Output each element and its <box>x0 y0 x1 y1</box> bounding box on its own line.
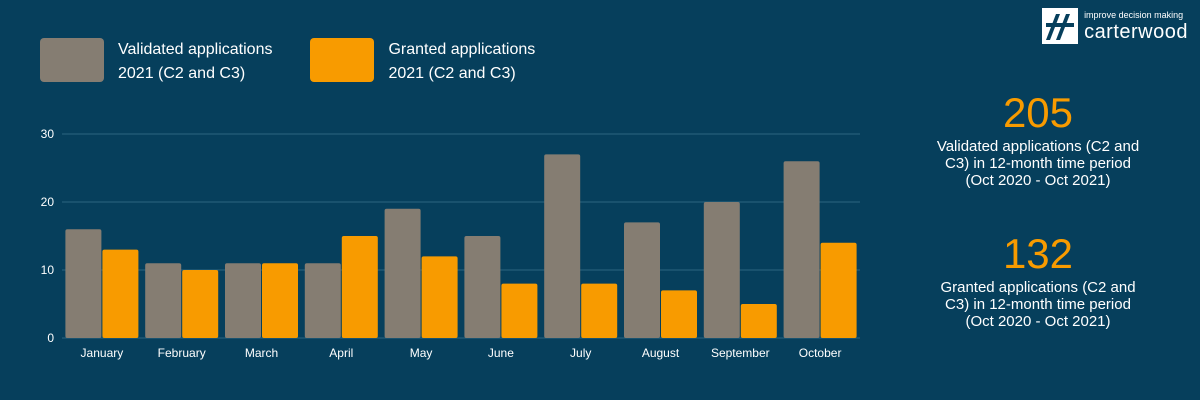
bar-granted-january <box>102 249 139 338</box>
carterwood-logo: improve decision making carterwood <box>1042 8 1188 44</box>
y-tick-label-20: 20 <box>41 195 55 209</box>
x-tick-label-may: May <box>410 346 433 360</box>
stat-validated-caption: Validated applications (C2 and C3) in 12… <box>936 138 1140 189</box>
logo-name: carterwood <box>1084 20 1188 43</box>
legend-label-validated: Validated applications 2021 (C2 and C3) <box>118 41 273 82</box>
x-tick-label-april: April <box>329 346 353 360</box>
bar-granted-march <box>262 263 298 338</box>
bar-granted-april <box>341 236 378 338</box>
legend-label-granted: Granted applications 2021 (C2 and C3) <box>388 41 536 82</box>
bar-validated-march <box>225 263 261 338</box>
bar-granted-october <box>820 242 857 338</box>
logo-mark-icon <box>1042 8 1079 44</box>
bar-granted-july <box>581 283 618 338</box>
bar-granted-may <box>421 256 458 338</box>
legend-swatch-validated <box>40 38 104 82</box>
x-tick-label-january: January <box>81 346 124 360</box>
y-tick-label-0: 0 <box>47 331 54 345</box>
bar-validated-may <box>384 208 421 338</box>
y-tick-label-30: 30 <box>41 127 55 141</box>
bar-validated-september <box>703 202 740 338</box>
bar-validated-july <box>544 154 581 338</box>
bar-validated-june <box>464 236 501 338</box>
y-tick-label-10: 10 <box>41 263 55 277</box>
stat-granted-value: 132 <box>1002 230 1074 277</box>
stat-validated: 205 Validated applications (C2 and C3) i… <box>918 88 1158 189</box>
legend-swatch-granted <box>310 38 375 82</box>
bar-granted-september <box>740 304 777 338</box>
bar-validated-october <box>783 161 820 338</box>
bar-granted-june <box>501 283 538 338</box>
bar-validated-january <box>65 229 102 338</box>
stat-granted-caption: Granted applications (C2 and C3) in 12-m… <box>940 279 1136 330</box>
bar-validated-february <box>145 263 182 338</box>
x-tick-label-june: June <box>488 346 514 360</box>
bar-granted-february <box>182 270 219 338</box>
stat-validated-value: 205 <box>1002 89 1074 136</box>
bar-validated-april <box>304 263 341 338</box>
legend-item-granted: Granted applications 2021 (C2 and C3) <box>310 38 535 86</box>
logo-tagline: improve decision making <box>1084 9 1184 20</box>
x-tick-label-february: February <box>158 346 206 360</box>
bar-granted-august <box>661 290 697 338</box>
x-tick-label-march: March <box>245 346 278 360</box>
x-tick-label-july: July <box>570 346 591 360</box>
bar-validated-august <box>624 222 660 338</box>
x-tick-label-september: September <box>711 346 770 360</box>
stats-panel: 205 Validated applications (C2 and C3) i… <box>918 88 1158 370</box>
bar-chart: 0 10 20 30 January February March April May June J… <box>41 127 860 360</box>
legend-item-validated: Validated applications 2021 (C2 and C3) <box>40 38 272 86</box>
chart-legend: Validated applications 2021 (C2 and C3) … <box>40 38 573 86</box>
x-tick-label-october: October <box>799 346 842 360</box>
x-tick-label-august: August <box>642 346 680 360</box>
stat-granted: 132 Granted applications (C2 and C3) in … <box>918 229 1158 330</box>
